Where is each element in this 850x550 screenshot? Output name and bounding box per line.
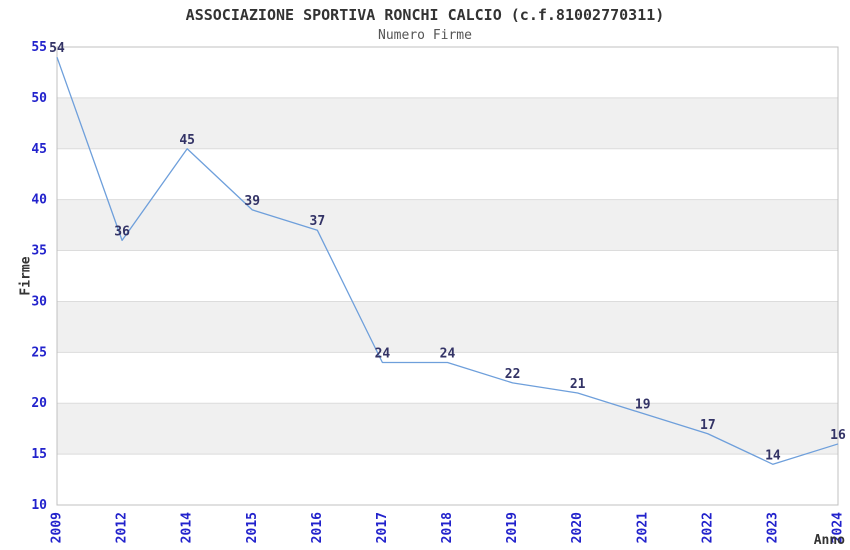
chart-title: ASSOCIAZIONE SPORTIVA RONCHI CALCIO (c.f…	[185, 6, 665, 24]
x-tick-label: 2022	[700, 512, 715, 543]
x-tick-label: 2020	[570, 512, 585, 543]
x-tick-label: 2024	[831, 512, 846, 543]
data-point-label: 17	[700, 418, 716, 433]
y-tick-label: 35	[31, 244, 47, 259]
band-stripe	[57, 403, 838, 455]
y-tick-label: 50	[31, 91, 47, 106]
y-tick-label: 25	[31, 345, 47, 360]
data-line	[56, 56, 839, 465]
x-tick-label: 2015	[245, 512, 260, 543]
data-point-label: 22	[505, 367, 521, 382]
x-tick-label: 2012	[115, 512, 130, 543]
data-point-label: 19	[635, 397, 651, 412]
y-tick-label: 30	[31, 294, 47, 309]
y-tick-label: 20	[31, 396, 47, 411]
x-tick-label: 2018	[440, 512, 455, 543]
x-tick-label: 2016	[310, 512, 325, 543]
band-stripe	[57, 199, 838, 251]
x-tick-label: 2019	[505, 512, 520, 543]
data-point-label: 45	[179, 133, 195, 148]
x-axis-label: Anno	[814, 533, 845, 548]
x-tick-label: 2017	[375, 512, 390, 543]
y-tick-label: 15	[31, 447, 47, 462]
chart-subtitle: Numero Firme	[378, 28, 472, 43]
band-stripe	[57, 97, 838, 149]
data-point-label: 24	[440, 347, 456, 362]
data-point-label: 36	[114, 224, 130, 239]
x-tick-label: 2023	[765, 512, 780, 543]
y-axis-label: Firme	[19, 256, 34, 295]
y-tick-label: 10	[31, 498, 47, 513]
data-point-label: 24	[375, 347, 391, 362]
y-tick-label: 45	[31, 142, 47, 157]
y-tick-label: 40	[31, 193, 47, 208]
plot-border	[56, 46, 839, 506]
data-point-label: 21	[570, 377, 586, 392]
x-tick-label: 2021	[635, 512, 650, 543]
data-point-label: 39	[244, 194, 260, 209]
x-tick-label: 2014	[180, 512, 195, 543]
y-tick-label: 55	[31, 40, 47, 55]
x-tick-label: 2009	[50, 512, 65, 543]
data-point-label: 14	[765, 448, 781, 463]
data-point-label: 54	[49, 41, 65, 56]
data-point-label: 16	[830, 428, 846, 443]
band-stripe	[57, 301, 838, 353]
data-point-label: 37	[310, 214, 326, 229]
